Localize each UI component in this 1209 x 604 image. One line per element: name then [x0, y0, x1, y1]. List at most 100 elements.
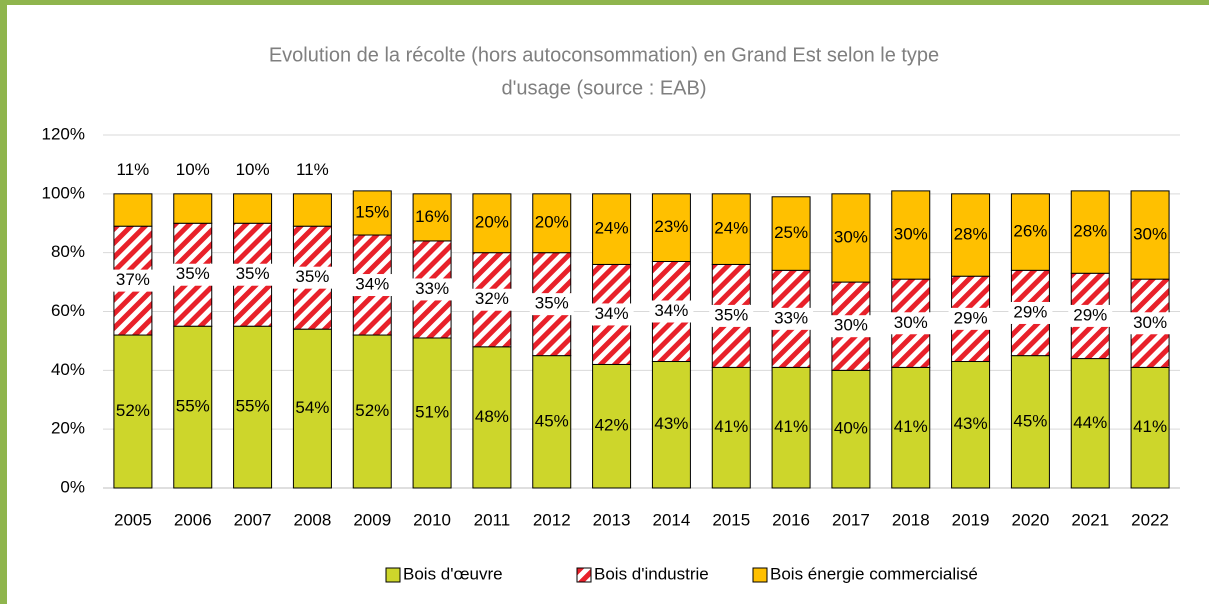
- bar-segment: [1010, 355, 1050, 489]
- x-tick-label: 2013: [593, 510, 631, 529]
- bar-segment: [1070, 358, 1110, 489]
- y-tick-label: 80%: [51, 242, 85, 261]
- y-tick-label: 60%: [51, 301, 85, 320]
- label-bg: [1008, 301, 1053, 324]
- data-label: 35%: [176, 264, 210, 283]
- data-label: 20%: [475, 213, 509, 232]
- data-label: 45%: [1013, 411, 1047, 430]
- x-tick-label: 2009: [353, 510, 391, 529]
- data-label: 30%: [1133, 313, 1167, 332]
- data-label: 35%: [535, 294, 569, 313]
- bar-segment: [951, 193, 991, 277]
- data-label: 37%: [116, 270, 150, 289]
- data-label: 41%: [1133, 417, 1167, 436]
- x-tick-label: 2017: [832, 510, 870, 529]
- y-tick-label: 0%: [60, 477, 85, 496]
- data-label: 28%: [1073, 222, 1107, 241]
- y-tick-label: 100%: [42, 183, 85, 202]
- bar-segment: [472, 346, 512, 489]
- label-bg: [110, 269, 155, 292]
- bar-segment: [173, 325, 213, 489]
- bar-segment: [831, 193, 871, 283]
- x-tick-label: 2010: [413, 510, 451, 529]
- x-tick-label: 2005: [114, 510, 152, 529]
- x-tick-label: 2015: [712, 510, 750, 529]
- label-bg: [170, 263, 215, 286]
- bar-segment: [233, 325, 273, 489]
- legend-swatch: [385, 567, 401, 583]
- bar-segment: [173, 193, 213, 224]
- y-tick-label: 40%: [51, 360, 85, 379]
- data-label: 30%: [1133, 225, 1167, 244]
- data-label: 29%: [954, 308, 988, 327]
- label-bg: [709, 304, 754, 327]
- bar-segment: [1010, 193, 1050, 271]
- bar-segment: [1070, 190, 1110, 274]
- bar-segment: [771, 366, 811, 489]
- data-label: 30%: [834, 227, 868, 246]
- label-bg: [828, 315, 873, 338]
- data-label: 33%: [774, 308, 808, 327]
- bar-segment: [592, 363, 632, 489]
- border-top: [0, 0, 1209, 5]
- y-tick-label: 20%: [51, 419, 85, 438]
- data-label: 30%: [894, 313, 928, 332]
- bar-segment: [532, 193, 572, 254]
- data-label: 54%: [295, 398, 329, 417]
- label-bg: [529, 293, 574, 316]
- legend-label: Bois énergie commercialisé: [770, 564, 978, 583]
- data-label: 40%: [834, 419, 868, 438]
- bar-segment: [532, 355, 572, 489]
- label-bg: [350, 274, 395, 297]
- data-label: 55%: [176, 397, 210, 416]
- legend-swatch: [752, 567, 768, 583]
- data-label: 35%: [714, 305, 748, 324]
- x-tick-label: 2006: [174, 510, 212, 529]
- label-bg: [888, 312, 933, 335]
- label-bg: [290, 266, 335, 289]
- label-bg: [469, 288, 514, 311]
- data-label: 43%: [654, 414, 688, 433]
- data-label: 35%: [295, 267, 329, 286]
- x-tick-label: 2018: [892, 510, 930, 529]
- bar-segment: [1130, 190, 1170, 280]
- bar-segment: [711, 193, 751, 265]
- label-bg: [649, 300, 694, 323]
- bar-segment: [233, 193, 273, 224]
- x-tick-label: 2011: [474, 510, 511, 529]
- x-tick-label: 2022: [1131, 510, 1169, 529]
- data-label: 28%: [954, 225, 988, 244]
- x-tick-label: 2008: [294, 510, 332, 529]
- data-label: 15%: [355, 202, 389, 221]
- legend-swatch: [576, 567, 592, 583]
- x-tick-label: 2014: [653, 510, 691, 529]
- bar-segment: [412, 337, 452, 489]
- label-bg: [948, 307, 993, 330]
- data-label: 51%: [415, 402, 449, 421]
- data-label: 41%: [714, 417, 748, 436]
- x-tick-label: 2021: [1071, 510, 1109, 529]
- data-label: 30%: [894, 225, 928, 244]
- legend-label: Bois d'œuvre: [403, 564, 503, 583]
- label-bg: [230, 263, 275, 286]
- data-label: 34%: [654, 301, 688, 320]
- data-label: 41%: [894, 417, 928, 436]
- bar-segment: [711, 366, 751, 489]
- data-label: 10%: [176, 160, 210, 179]
- data-label: 29%: [1013, 302, 1047, 321]
- chart-title: Evolution de la récolte (hors autoconsom…: [269, 44, 939, 66]
- data-label: 25%: [774, 223, 808, 242]
- x-tick-label: 2012: [533, 510, 571, 529]
- x-tick-label: 2020: [1012, 510, 1050, 529]
- label-bg: [1128, 312, 1173, 335]
- data-label: 52%: [355, 401, 389, 420]
- bar-segment: [891, 366, 931, 489]
- bar-segment: [472, 193, 512, 254]
- bar-segment: [771, 196, 811, 271]
- data-label: 24%: [595, 219, 629, 238]
- bar-segment: [951, 361, 991, 489]
- data-label: 10%: [236, 160, 270, 179]
- bar-segment: [592, 193, 632, 265]
- x-tick-label: 2016: [772, 510, 810, 529]
- data-label: 26%: [1013, 222, 1047, 241]
